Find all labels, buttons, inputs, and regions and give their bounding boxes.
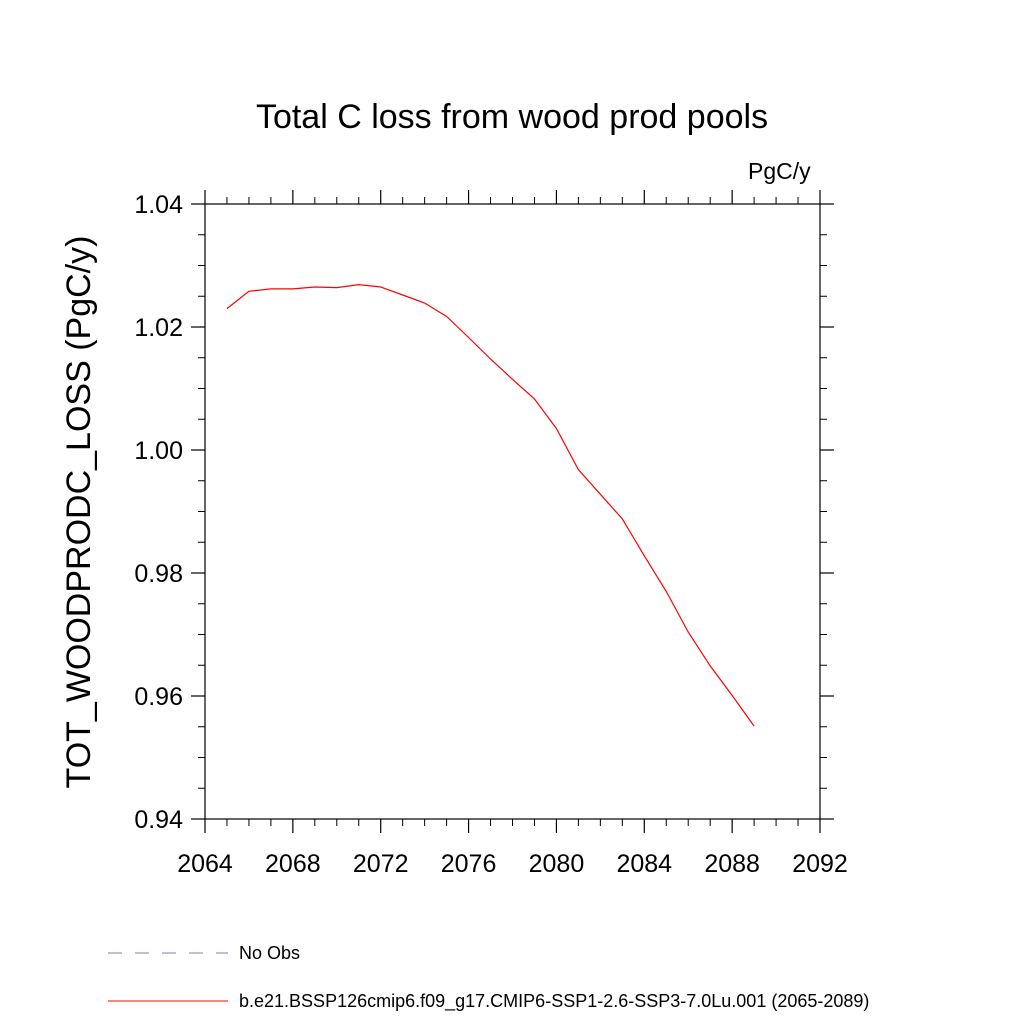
x-tick-label: 2088: [704, 850, 760, 878]
tick-labels: 2064 2068 2072 2076 2080 2084 2088 2092 0.94 0.96…: [134, 191, 847, 878]
legend-label: No Obs: [239, 943, 300, 963]
legend-label: b.e21.BSSP126cmip6.f09_g17.CMIP6-SSP1-2.…: [239, 991, 869, 1012]
x-tick-label: 2076: [441, 850, 497, 878]
y-tick-label: 0.94: [134, 806, 183, 834]
y-axis-label: TOT_WOODPRODC_LOSS (PgC/y): [60, 236, 98, 789]
x-tick-label: 2068: [265, 850, 321, 878]
plot-frame: [204, 203, 821, 820]
tick-marks: [191, 190, 834, 833]
y-tick-label: 0.96: [134, 683, 183, 711]
x-tick-label: 2092: [792, 850, 848, 878]
y-tick-label: 1.00: [134, 437, 183, 465]
units-label: PgC/y: [748, 158, 811, 184]
x-tick-label: 2072: [353, 850, 409, 878]
y-tick-label: 0.98: [134, 560, 183, 588]
series-group: [226, 283, 755, 727]
chart-title: Total C loss from wood prod pools: [255, 98, 769, 136]
legend: No Obs b.e21.BSSP126cmip6.f09_g17.CMIP6-S…: [108, 943, 869, 1012]
y-tick-label: 1.04: [134, 191, 183, 219]
x-tick-label: 2084: [616, 850, 672, 878]
plot-axes: [204, 203, 821, 820]
x-tick-label: 2064: [177, 850, 233, 878]
x-tick-label: 2080: [529, 850, 585, 878]
y-tick-label: 1.02: [134, 314, 183, 342]
series-line: [226, 283, 755, 727]
